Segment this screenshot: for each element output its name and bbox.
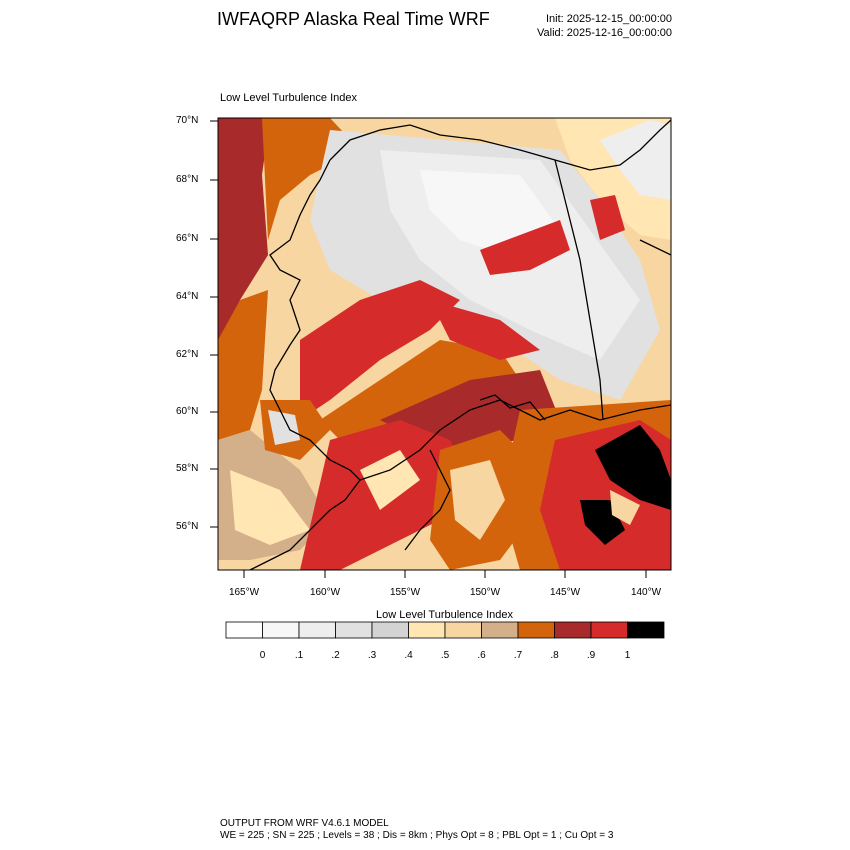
coastlines <box>249 119 671 570</box>
colorbar-tick-label: .4 <box>404 650 413 661</box>
colorbar <box>225 621 665 639</box>
lon-label-150w: 150°W <box>469 587 501 598</box>
lat-label-70: 70°N <box>176 115 199 126</box>
colorbar-tick-label: 1 <box>624 650 631 661</box>
colorbar-swatch <box>408 621 446 639</box>
axis-ticks <box>210 120 647 578</box>
lat-label-64: 64°N <box>176 291 199 302</box>
turbulence-field <box>218 118 671 570</box>
colorbar-swatch <box>262 621 300 639</box>
colorbar-tick-label: .9 <box>586 650 596 661</box>
footer-config-line: WE = 225 ; SN = 225 ; Levels = 38 ; Dis … <box>220 830 614 841</box>
colorbar-tick-label: .5 <box>440 650 450 661</box>
colorbar-title: Low Level Turbulence Index <box>376 609 513 621</box>
lon-label-155w: 155°W <box>389 587 421 598</box>
lat-label-60: 60°N <box>176 406 199 417</box>
valid-time: Valid: 2025-12-16_00:00:00 <box>537 27 672 39</box>
footer-model-line: OUTPUT FROM WRF V4.6.1 MODEL <box>220 818 389 829</box>
lon-label-160w: 160°W <box>309 587 341 598</box>
colorbar-swatch <box>554 621 592 639</box>
init-time: Init: 2025-12-15_00:00:00 <box>546 13 672 25</box>
colorbar-swatch <box>371 621 409 639</box>
colorbar-tick-label: .8 <box>550 650 559 661</box>
colorbar-swatch <box>225 621 263 639</box>
colorbar-tick-label: .2 <box>331 650 340 661</box>
lat-label-56: 56°N <box>176 521 199 532</box>
lat-label-68: 68°N <box>176 174 199 185</box>
colorbar-tick-label: .1 <box>294 650 304 661</box>
colorbar-swatch <box>590 621 628 639</box>
lon-label-165w: 165°W <box>228 587 260 598</box>
colorbar-swatch <box>298 621 336 639</box>
colorbar-swatch <box>481 621 519 639</box>
colorbar-swatch <box>335 621 373 639</box>
colorbar-tick-label: .6 <box>477 650 486 661</box>
lat-label-66: 66°N <box>176 233 199 244</box>
colorbar-tick-label: .3 <box>367 650 377 661</box>
lat-label-58: 58°N <box>176 463 199 474</box>
colorbar-swatch <box>517 621 555 639</box>
colorbar-tick-label: 0 <box>259 650 266 661</box>
map-subtitle: Low Level Turbulence Index <box>220 92 357 104</box>
colorbar-swatch <box>627 621 665 639</box>
colorbar-swatch <box>444 621 482 639</box>
lon-label-145w: 145°W <box>549 587 581 598</box>
main-title: IWFAQRP Alaska Real Time WRF <box>217 9 490 29</box>
lat-label-62: 62°N <box>176 349 199 360</box>
lon-label-140w: 140°W <box>630 587 662 598</box>
map-frame <box>217 117 672 571</box>
colorbar-tick-label: .7 <box>513 650 523 661</box>
